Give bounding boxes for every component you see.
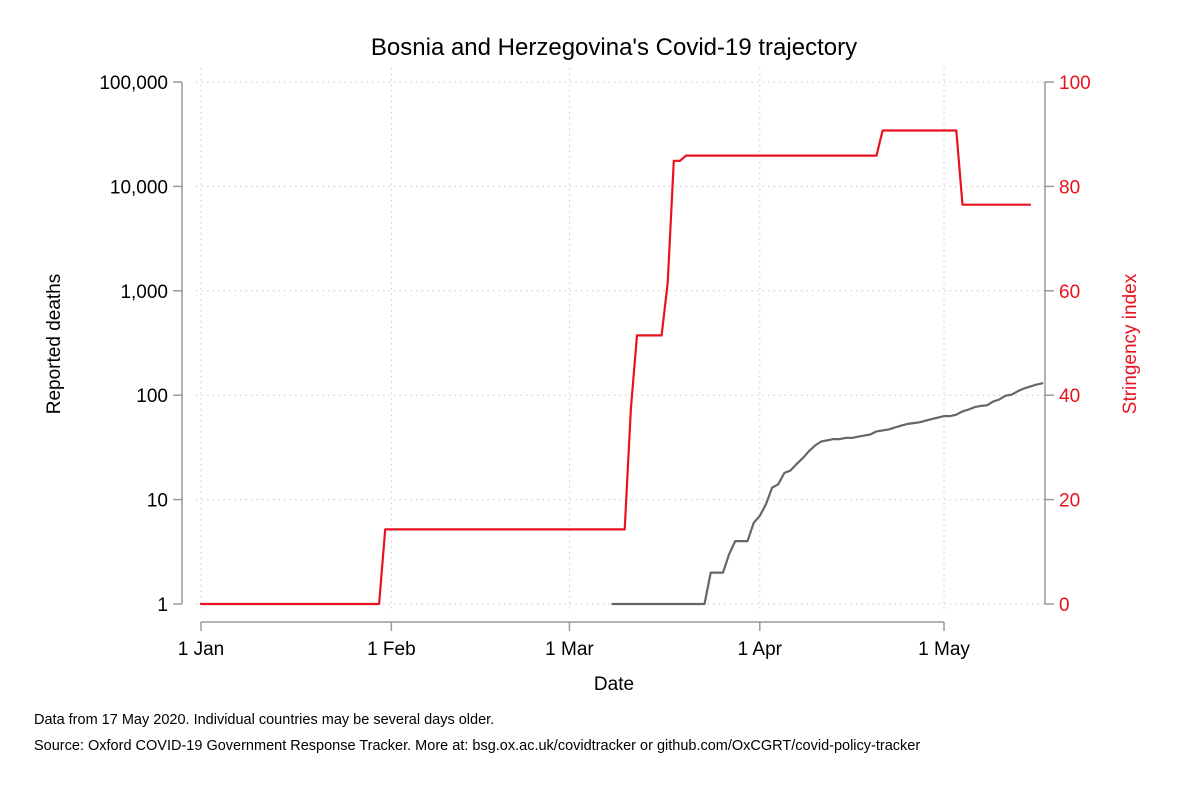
reported-deaths-line — [611, 382, 1044, 606]
data-date-note: Data from 17 May 2020. Individual countr… — [34, 712, 495, 728]
y-right-tick-label: 0 — [1059, 595, 1070, 616]
x-tick-label: 1 Jan — [178, 639, 224, 660]
y-left-tick-label: 1 — [157, 595, 168, 616]
y-right-tick-label: 60 — [1059, 282, 1080, 303]
chart-title: Bosnia and Herzegovina's Covid-19 trajec… — [371, 34, 857, 61]
y-left-tick-label: 1,000 — [120, 282, 168, 303]
x-tick-label: 1 Feb — [367, 639, 416, 660]
x-axis-title: Date — [594, 674, 634, 695]
x-tick-label: 1 Mar — [545, 639, 594, 660]
y-left-tick-label: 100 — [136, 386, 168, 407]
trajectory-chart: 1 10 100 1,000 10,000 100,000 0 20 40 60 80 100 1 Ja… — [44, 34, 1141, 695]
axis-labels: Bosnia and Herzegovina's Covid-19 trajec… — [44, 34, 1141, 695]
y-right-tick-label: 40 — [1059, 386, 1080, 407]
axes: 1 10 100 1,000 10,000 100,000 0 20 40 60 80 100 1 Ja… — [99, 73, 1090, 660]
y-axis-left-title: Reported deaths — [44, 274, 65, 415]
y-left-tick-label: 10,000 — [110, 177, 168, 198]
x-tick-label: 1 May — [918, 639, 970, 660]
source-note: Source: Oxford COVID-19 Government Respo… — [34, 738, 921, 754]
y-left-tick-label: 10 — [147, 491, 168, 512]
y-axis-right-title: Stringency index — [1120, 273, 1141, 414]
y-right-tick-label: 20 — [1059, 491, 1080, 512]
y-right-tick-label: 80 — [1059, 177, 1080, 198]
stringency-index-line — [199, 129, 1032, 606]
series-lines — [199, 129, 1044, 606]
x-tick-label: 1 Apr — [738, 639, 783, 660]
y-left-tick-label: 100,000 — [99, 73, 168, 94]
y-right-tick-label: 100 — [1059, 73, 1091, 94]
